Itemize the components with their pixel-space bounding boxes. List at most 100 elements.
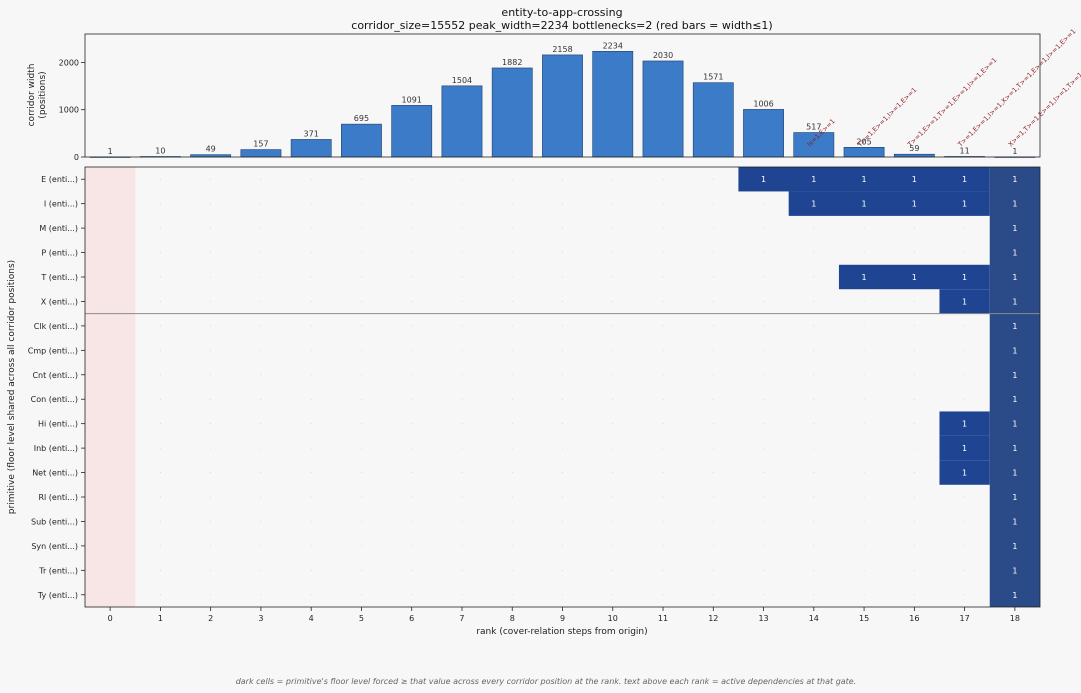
- grid-dot: [863, 325, 865, 327]
- x-tick-label: 16: [909, 614, 919, 623]
- grid-dot: [612, 276, 614, 278]
- grid-dot: [210, 423, 212, 425]
- grid-dot: [813, 349, 815, 351]
- grid-dot: [511, 545, 513, 547]
- grid-dot: [310, 349, 312, 351]
- heatmap-cell-value: 1: [912, 200, 917, 209]
- grid-dot: [662, 300, 664, 302]
- grid-dot: [913, 227, 915, 229]
- bar-rank-10: [592, 51, 634, 158]
- grid-dot: [260, 276, 262, 278]
- x-tick-label: 12: [708, 614, 718, 623]
- heatmap-cell-run: [939, 435, 990, 461]
- x-tick-label: 18: [1010, 614, 1020, 623]
- grid-dot: [511, 300, 513, 302]
- grid-dot: [511, 472, 513, 474]
- grid-dot: [763, 569, 765, 571]
- grid-dot: [461, 325, 463, 327]
- grid-dot: [511, 496, 513, 498]
- grid-dot: [562, 496, 563, 498]
- grid-dot: [813, 496, 815, 498]
- x-tick-label: 3: [258, 614, 263, 623]
- grid-dot: [813, 472, 815, 474]
- grid-dot: [763, 472, 765, 474]
- bar-rank-11: [642, 60, 684, 158]
- row-label: Syn (enti...): [31, 542, 78, 551]
- grid-dot: [662, 545, 664, 547]
- grid-dot: [411, 545, 413, 547]
- grid-dot: [210, 447, 212, 449]
- grid-dot: [562, 227, 563, 229]
- grid-dot: [562, 398, 563, 400]
- grid-dot: [360, 569, 362, 571]
- grid-dot: [360, 496, 362, 498]
- row-label: Rl (enti...): [38, 493, 78, 502]
- x-tick-label: 7: [459, 614, 464, 623]
- grid-dot: [813, 545, 815, 547]
- grid-dot: [511, 203, 513, 205]
- heatmap-cell-run: [939, 411, 990, 436]
- grid-dot: [260, 520, 262, 522]
- grid-dot: [360, 374, 362, 376]
- grid-dot: [260, 447, 262, 449]
- grid-dot: [612, 227, 614, 229]
- grid-dot: [260, 300, 262, 302]
- bar-value-label: 1091: [402, 95, 422, 104]
- x-tick-label: 17: [960, 614, 970, 623]
- grid-dot: [562, 252, 563, 254]
- x-tick-label: 15: [859, 614, 869, 623]
- grid-dot: [461, 349, 463, 351]
- grid-dot: [411, 349, 413, 351]
- grid-dot: [461, 520, 463, 522]
- grid-dot: [310, 227, 312, 229]
- bar-rank-8: [491, 67, 533, 158]
- heatmap-cell-value: 1: [761, 175, 766, 184]
- grid-dot: [712, 276, 714, 278]
- bar-rank-12: [692, 82, 734, 158]
- grid-dot: [310, 374, 312, 376]
- heatmap-cell-value: 1: [962, 200, 967, 209]
- grid-dot: [863, 545, 865, 547]
- grid-dot: [210, 349, 212, 351]
- row-label: E (enti...): [41, 175, 78, 184]
- grid-dot: [461, 472, 463, 474]
- heatmap-cell-value: 1: [1012, 542, 1017, 551]
- grid-dot: [310, 276, 312, 278]
- grid-dot: [913, 569, 915, 571]
- x-tick-label: 4: [309, 614, 314, 623]
- grid-dot: [712, 325, 714, 327]
- heatmap-cell-value: 1: [1012, 493, 1017, 502]
- grid-dot: [210, 178, 212, 180]
- grid-dot: [813, 325, 815, 327]
- grid-dot: [813, 423, 815, 425]
- grid-dot: [863, 496, 865, 498]
- grid-dot: [662, 472, 664, 474]
- grid-dot: [360, 203, 362, 205]
- grid-dot: [511, 227, 513, 229]
- grid-dot: [612, 520, 614, 522]
- grid-dot: [612, 178, 614, 180]
- grid-dot: [863, 423, 865, 425]
- bar-value-label: 1504: [452, 76, 472, 85]
- grid-dot: [562, 594, 563, 596]
- grid-dot: [159, 496, 161, 498]
- grid-dot: [360, 398, 362, 400]
- grid-dot: [461, 569, 463, 571]
- x-tick-label: 11: [658, 614, 668, 623]
- grid-dot: [612, 349, 614, 351]
- x-tick-label: 14: [809, 614, 819, 623]
- grid-dot: [260, 178, 262, 180]
- grid-dot: [712, 398, 714, 400]
- grid-dot: [159, 594, 161, 596]
- x-tick-label: 13: [758, 614, 768, 623]
- grid-dot: [712, 203, 714, 205]
- grid-dot: [763, 398, 765, 400]
- grid-dot: [662, 374, 664, 376]
- heatmap-cell-value: 1: [1012, 322, 1017, 331]
- grid-dot: [763, 520, 765, 522]
- heatmap-cell-value: 1: [1012, 200, 1017, 209]
- x-tick-label: 2: [208, 614, 213, 623]
- y-tick-label: 2000: [59, 58, 79, 67]
- bar-value-label: 205: [856, 137, 871, 146]
